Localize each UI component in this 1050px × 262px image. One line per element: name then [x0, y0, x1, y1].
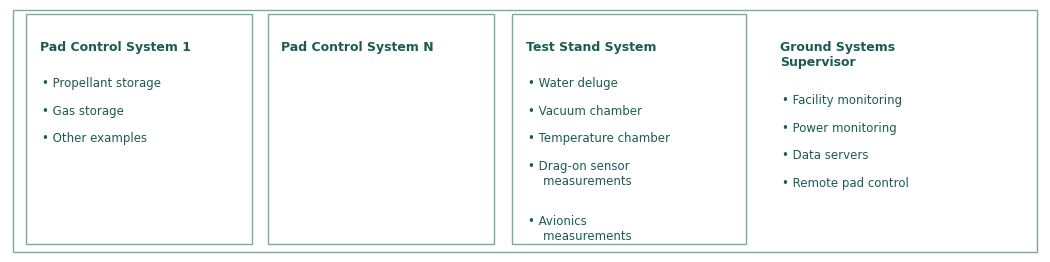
Text: • Propellant storage: • Propellant storage: [42, 77, 161, 90]
Text: • Avionics
    measurements: • Avionics measurements: [528, 215, 632, 243]
Bar: [268, 14, 494, 244]
Text: • Power monitoring: • Power monitoring: [782, 122, 897, 135]
Bar: [512, 14, 746, 244]
Text: • Other examples: • Other examples: [42, 132, 147, 145]
Text: • Gas storage: • Gas storage: [42, 105, 124, 118]
Text: • Temperature chamber: • Temperature chamber: [528, 132, 670, 145]
Text: Test Stand System: Test Stand System: [526, 41, 656, 54]
Text: • Remote pad control: • Remote pad control: [782, 177, 909, 190]
Text: Ground Systems
Supervisor: Ground Systems Supervisor: [780, 41, 896, 69]
Text: Pad Control System N: Pad Control System N: [281, 41, 434, 54]
Text: • Data servers: • Data servers: [782, 149, 868, 162]
Text: • Facility monitoring: • Facility monitoring: [782, 94, 902, 107]
Text: • Water deluge: • Water deluge: [528, 77, 618, 90]
Text: Pad Control System 1: Pad Control System 1: [40, 41, 191, 54]
Text: • Drag-on sensor
    measurements: • Drag-on sensor measurements: [528, 160, 632, 188]
Bar: [26, 14, 252, 244]
Text: • Vacuum chamber: • Vacuum chamber: [528, 105, 643, 118]
